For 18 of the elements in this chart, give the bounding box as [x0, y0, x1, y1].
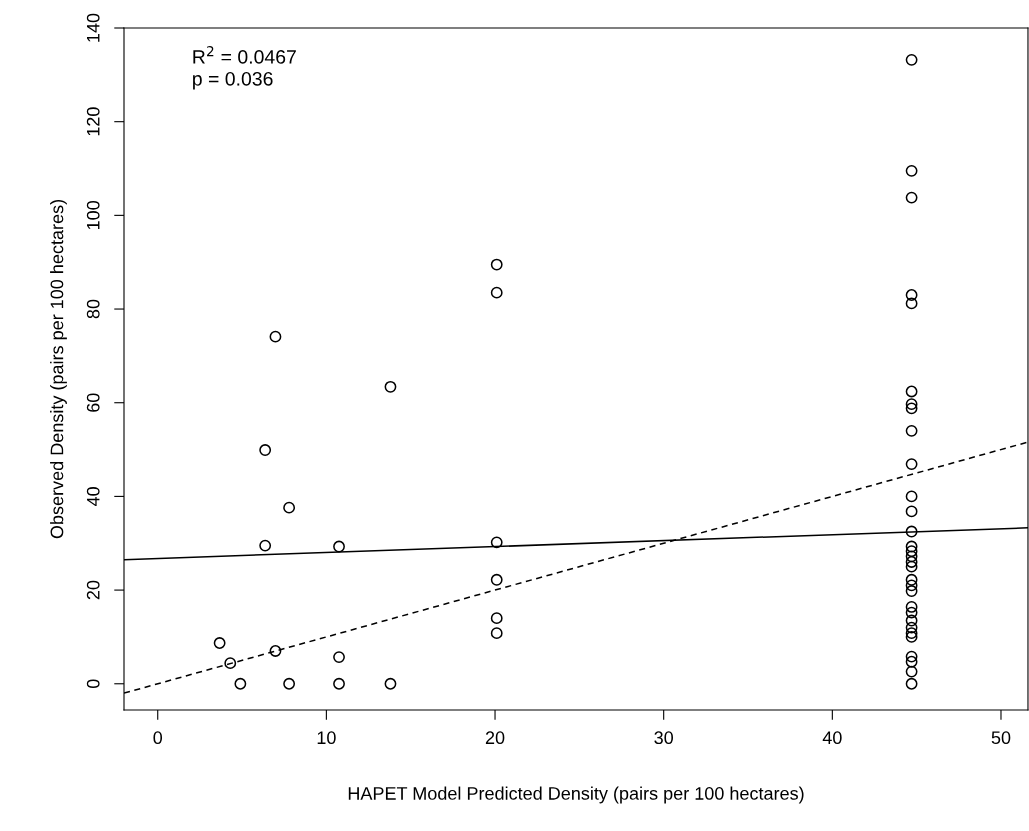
- x-tick-label: 30: [654, 731, 674, 745]
- y-tick-label: 100: [86, 201, 100, 230]
- y-tick-label: 80: [86, 299, 100, 319]
- x-tick-label: 10: [317, 731, 336, 745]
- y-tick-label: 40: [86, 487, 100, 507]
- y-tick-label: 0: [86, 679, 100, 689]
- x-axis-title: HAPET Model Predicted Density (pairs per 100 hectares): [348, 786, 804, 804]
- x-tick-label: 20: [485, 731, 505, 745]
- y-tick-label: 140: [86, 13, 100, 42]
- x-tick-label: 0: [153, 731, 163, 745]
- y-tick-label: 60: [86, 393, 100, 412]
- y-tick-label: 120: [86, 107, 100, 136]
- annotation: p = 0.036: [193, 71, 273, 90]
- annotation: R$^{2}$ = 0.0467: [193, 46, 296, 64]
- x-tick-label: 40: [822, 731, 842, 745]
- x-tick-label: 50: [991, 731, 1011, 745]
- y-tick-label: 20: [86, 580, 100, 600]
- y-axis-title: Observed Density (pairs per 100 hectares): [50, 200, 67, 539]
